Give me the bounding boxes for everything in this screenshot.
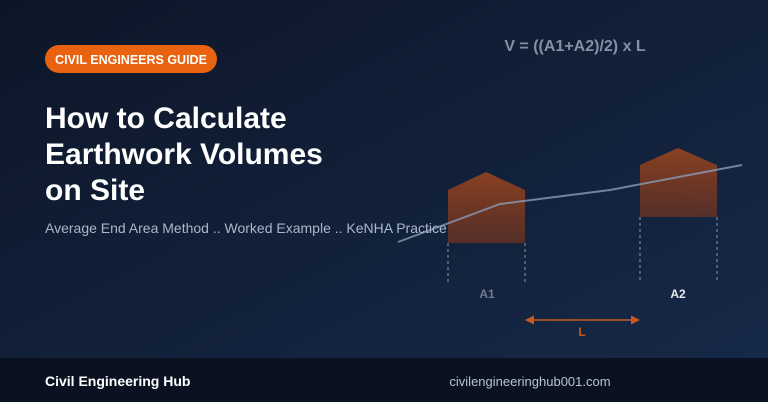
cross-section [448,172,525,243]
badge-bg [45,45,217,73]
section-label: A1 [479,287,495,301]
title-line: on Site [45,174,145,207]
guides [447,217,718,282]
cross-section [640,148,717,217]
title-line: Earthwork Volumes [45,138,323,171]
footer-brand: Civil Engineering Hub [45,373,190,389]
footer-url[interactable]: civilengineeringhub001.com [449,374,610,389]
footer-bar [0,358,768,402]
length-label: L [578,325,585,339]
formula: V = ((A1+A2)/2) x L [504,38,646,55]
title-line: How to Calculate [45,102,287,135]
subtitle: Average End Area Method .. Worked Exampl… [45,220,447,236]
ground-line [397,164,743,243]
badge: CIVIL ENGINEERS GUIDE [55,53,207,67]
section-label: A2 [670,287,686,301]
